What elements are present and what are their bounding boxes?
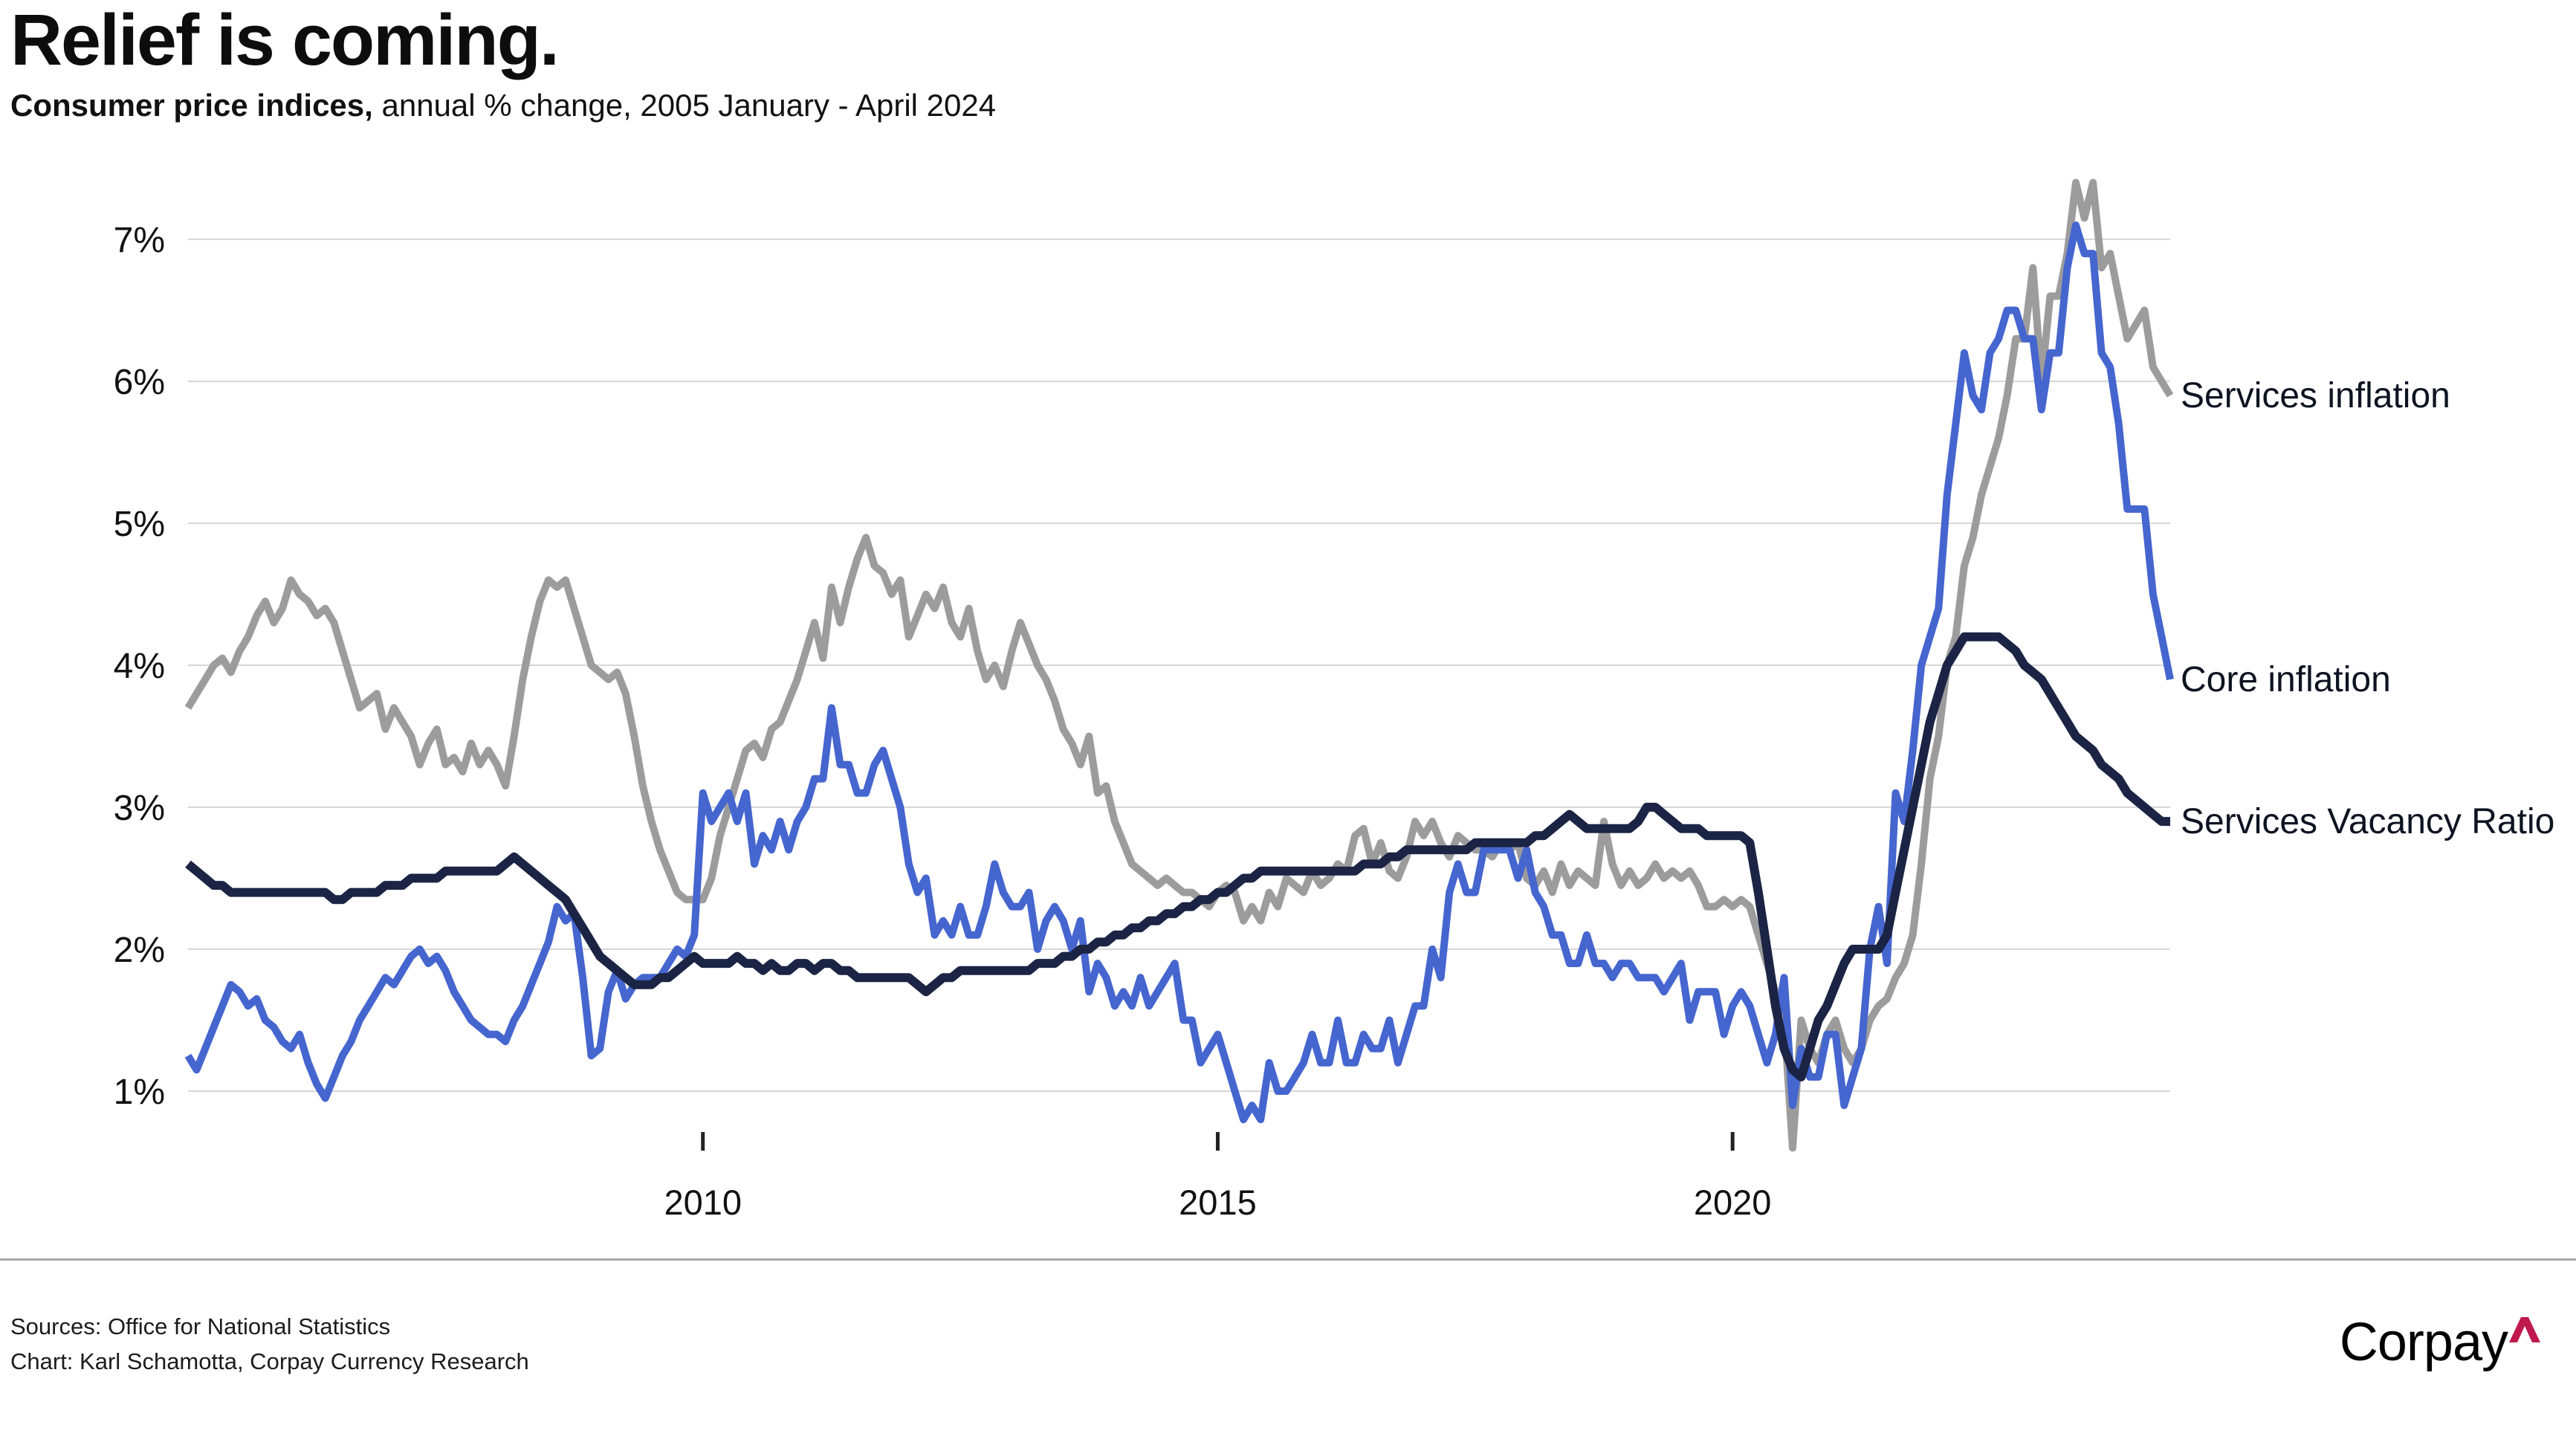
x-tick-label-2010: 2010 (664, 1183, 742, 1222)
chart-credit-line: Chart: Karl Schamotta, Corpay Currency R… (10, 1348, 529, 1374)
corpay-caret-shape (2509, 1317, 2540, 1342)
page-title: Relief is coming. (10, 0, 560, 80)
source-notes: Sources: Office for National Statistics … (10, 1310, 529, 1379)
y-tick-label-1: 1% (114, 1073, 165, 1112)
subtitle-bold: Consumer price indices, (10, 87, 373, 123)
y-tick-label-2: 2% (114, 931, 165, 970)
series-label-core-inflation: Core inflation (2181, 660, 2391, 699)
footer-divider (0, 1258, 2576, 1261)
series-line-services-inflation (184, 178, 2174, 1152)
y-tick-label-7: 7% (114, 221, 165, 260)
corpay-caret-icon (2509, 1317, 2540, 1346)
series-label-services-inflation: Services inflation (2181, 376, 2450, 416)
x-tick-label-2020: 2020 (1694, 1183, 1772, 1222)
series-label-services-vacancy-ratio: Services Vacancy Ratio (2181, 802, 2554, 841)
sources-line: Sources: Office for National Statistics (10, 1313, 391, 1339)
y-tick-label-6: 6% (114, 363, 165, 402)
series-line-services-vacancy-ratio (185, 632, 2170, 1082)
corpay-logo-text: Corpay (2339, 1313, 2508, 1372)
corpay-logo: Corpay (2340, 1316, 2540, 1369)
x-tick-label-2015: 2015 (1179, 1183, 1257, 1222)
series-line-core-inflation (184, 221, 2174, 1124)
y-tick-label-4: 4% (114, 647, 165, 686)
subtitle-rest: annual % change, 2005 January - April 20… (372, 87, 997, 123)
y-tick-label-5: 5% (114, 505, 165, 544)
y-tick-label-3: 3% (114, 789, 165, 828)
chart-header: Relief is coming. Consumer price indices… (10, 0, 996, 124)
chart-subtitle: Consumer price indices, annual % change,… (10, 87, 996, 124)
